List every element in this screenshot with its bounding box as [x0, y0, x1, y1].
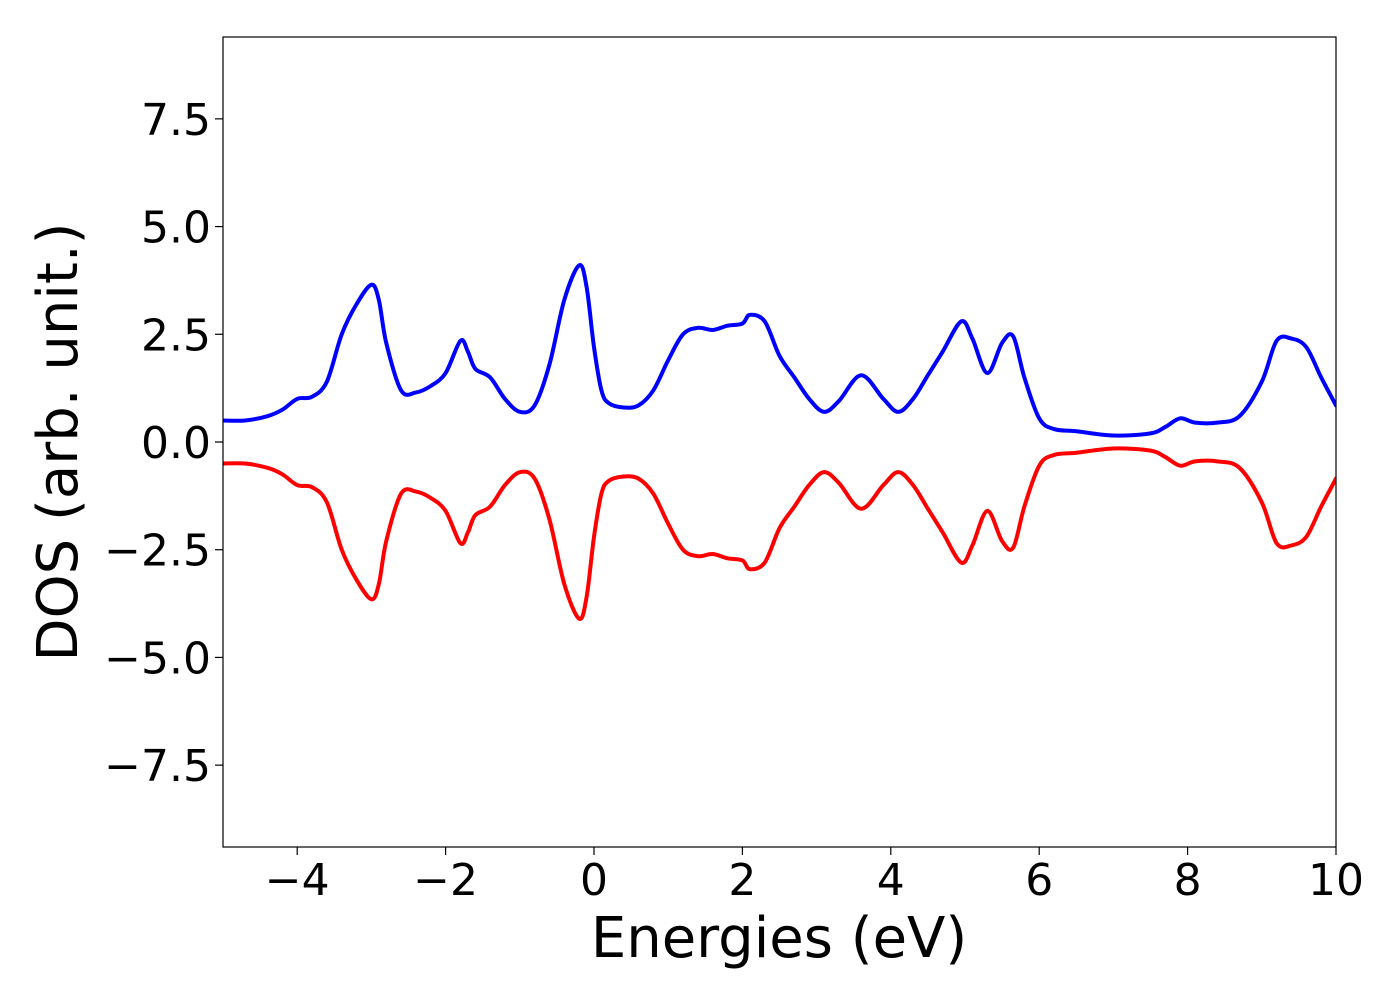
y-tick-label: −2.5: [104, 526, 211, 577]
y-axis-title: DOS (arb. unit.): [26, 222, 91, 661]
x-tick-label: 0: [580, 855, 608, 906]
x-tick-label: 6: [1025, 855, 1053, 906]
dos-spin-down-line: [223, 446, 1336, 621]
y-tick-label: 7.5: [141, 95, 211, 146]
x-tick-label: 2: [728, 855, 756, 906]
y-tick-label: 5.0: [141, 203, 211, 254]
x-tick-label: 4: [877, 855, 905, 906]
y-tick-label: −7.5: [104, 741, 211, 792]
y-tick-label: 2.5: [141, 310, 211, 361]
x-tick-label: −4: [265, 855, 330, 906]
ticks-layer: −4 −2 0 2 4 6 8 10 −7.5 −5.0 −2.5 0.0 2.5 5.0 7.5: [104, 95, 1364, 906]
dos-spin-up-line: [223, 263, 1336, 438]
series-layer: [223, 263, 1336, 621]
x-axis-title: Energies (eV): [591, 906, 967, 971]
plot-frame: [222, 36, 1337, 848]
x-tick-label: −2: [413, 855, 478, 906]
x-tick-label: 8: [1174, 855, 1202, 906]
y-tick-label: 0.0: [141, 418, 211, 469]
x-tick-label: 10: [1308, 855, 1364, 906]
y-tick-label: −5.0: [104, 633, 211, 684]
